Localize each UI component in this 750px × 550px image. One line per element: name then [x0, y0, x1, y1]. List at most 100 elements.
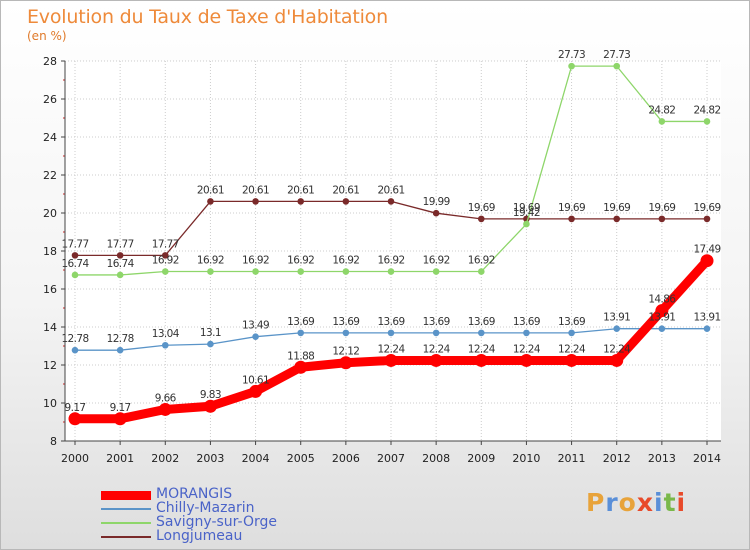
data-point: [207, 268, 214, 275]
chart-unit: (en %): [27, 29, 67, 43]
data-label: 13.91: [693, 312, 720, 324]
x-tick-label: 2001: [106, 452, 134, 465]
legend-swatch: [101, 536, 151, 538]
data-label: 16.92: [332, 255, 359, 267]
y-tick-label: 22: [43, 169, 57, 182]
y-tick-label: 14: [43, 321, 57, 334]
data-point: [116, 346, 124, 354]
data-label: 13.69: [377, 316, 404, 328]
data-label: 13.49: [242, 320, 269, 332]
data-label: 12.24: [513, 343, 541, 355]
data-point: [207, 340, 214, 348]
data-point: [568, 329, 575, 337]
legend-item: Chilly-Mazarin: [101, 500, 401, 516]
data-point: [116, 271, 124, 279]
data-label: 19.69: [693, 202, 720, 214]
x-tick-label: 2012: [603, 452, 631, 465]
data-point: [429, 353, 443, 367]
data-point: [703, 118, 711, 125]
data-label: 20.61: [332, 184, 359, 196]
data-point: [71, 252, 79, 259]
data-point: [474, 353, 488, 367]
data-label: 13.69: [423, 316, 450, 328]
x-tick-label: 2002: [151, 452, 179, 465]
data-point: [297, 198, 305, 205]
data-label: 24.82: [648, 104, 675, 116]
x-tick-label: 2013: [648, 452, 676, 465]
data-point: [161, 268, 169, 275]
data-label: 16.92: [287, 255, 314, 267]
data-point: [252, 333, 259, 340]
data-label: 27.73: [603, 49, 630, 61]
data-label: 12.12: [332, 346, 359, 358]
data-point: [658, 325, 666, 333]
data-point: [249, 384, 263, 398]
x-tick-label: 2008: [422, 452, 450, 465]
data-label: 13.04: [152, 328, 180, 340]
x-tick-label: 2006: [332, 452, 360, 465]
legend-item: MORANGIS: [101, 486, 401, 502]
legend-label: MORANGIS: [156, 486, 233, 502]
data-point: [68, 412, 82, 426]
data-label: 19.42: [513, 207, 540, 219]
x-tick-label: 2003: [196, 452, 224, 465]
logo-letter: i: [676, 488, 687, 517]
data-label: 19.99: [423, 196, 450, 208]
data-label: 13.69: [287, 316, 314, 328]
y-tick-label: 8: [50, 435, 57, 448]
data-label: 17.77: [61, 238, 88, 250]
data-label: 19.69: [513, 202, 540, 214]
data-point: [477, 329, 485, 337]
data-point: [387, 329, 395, 337]
y-tick-label: 26: [43, 93, 57, 106]
data-label: 13.69: [332, 316, 359, 328]
y-tick-label: 20: [43, 207, 57, 220]
data-label: 17.77: [107, 238, 134, 250]
data-label: 16.74: [107, 258, 135, 270]
data-label: 27.73: [558, 49, 585, 61]
data-point: [342, 329, 350, 337]
logo-letter: t: [663, 488, 677, 517]
data-point: [613, 325, 621, 333]
data-label: 16.74: [61, 258, 89, 270]
data-label: 20.61: [377, 184, 404, 196]
data-label: 12.78: [107, 333, 134, 345]
data-label: 24.82: [693, 104, 720, 116]
legend-label: Savigny-sur-Orge: [156, 514, 277, 530]
data-label: 16.92: [423, 255, 450, 267]
data-label: 12.78: [61, 333, 88, 345]
data-point: [703, 215, 711, 223]
data-label: 10.61: [242, 374, 269, 386]
data-label: 20.61: [287, 184, 314, 196]
x-tick-label: 2010: [512, 452, 540, 465]
data-label: 19.69: [558, 202, 585, 214]
data-label: 12.24: [377, 343, 405, 355]
data-point: [658, 118, 666, 125]
data-label: 12.24: [468, 343, 496, 355]
data-label: 14.86: [648, 294, 676, 306]
y-tick-label: 10: [43, 397, 57, 410]
data-point: [613, 62, 621, 70]
y-tick-label: 24: [43, 131, 57, 144]
data-point: [203, 399, 217, 413]
logo-letter: o: [618, 488, 637, 517]
data-point: [568, 62, 575, 70]
data-point: [158, 402, 172, 416]
data-label: 19.69: [468, 202, 495, 214]
data-point: [339, 356, 353, 370]
plot-area: [65, 61, 721, 441]
x-tick-label: 2004: [242, 452, 270, 465]
data-point: [113, 412, 127, 426]
y-tick-label: 18: [43, 245, 57, 258]
data-label: 9.17: [65, 402, 86, 414]
data-point: [519, 353, 533, 367]
data-label: 17.77: [152, 238, 179, 250]
data-point: [387, 268, 395, 275]
data-label: 20.61: [242, 184, 269, 196]
legend-swatch: [101, 508, 151, 510]
data-label: 16.92: [377, 255, 404, 267]
data-label: 12.24: [558, 343, 586, 355]
data-label: 12.24: [423, 343, 451, 355]
x-tick-label: 2009: [467, 452, 495, 465]
